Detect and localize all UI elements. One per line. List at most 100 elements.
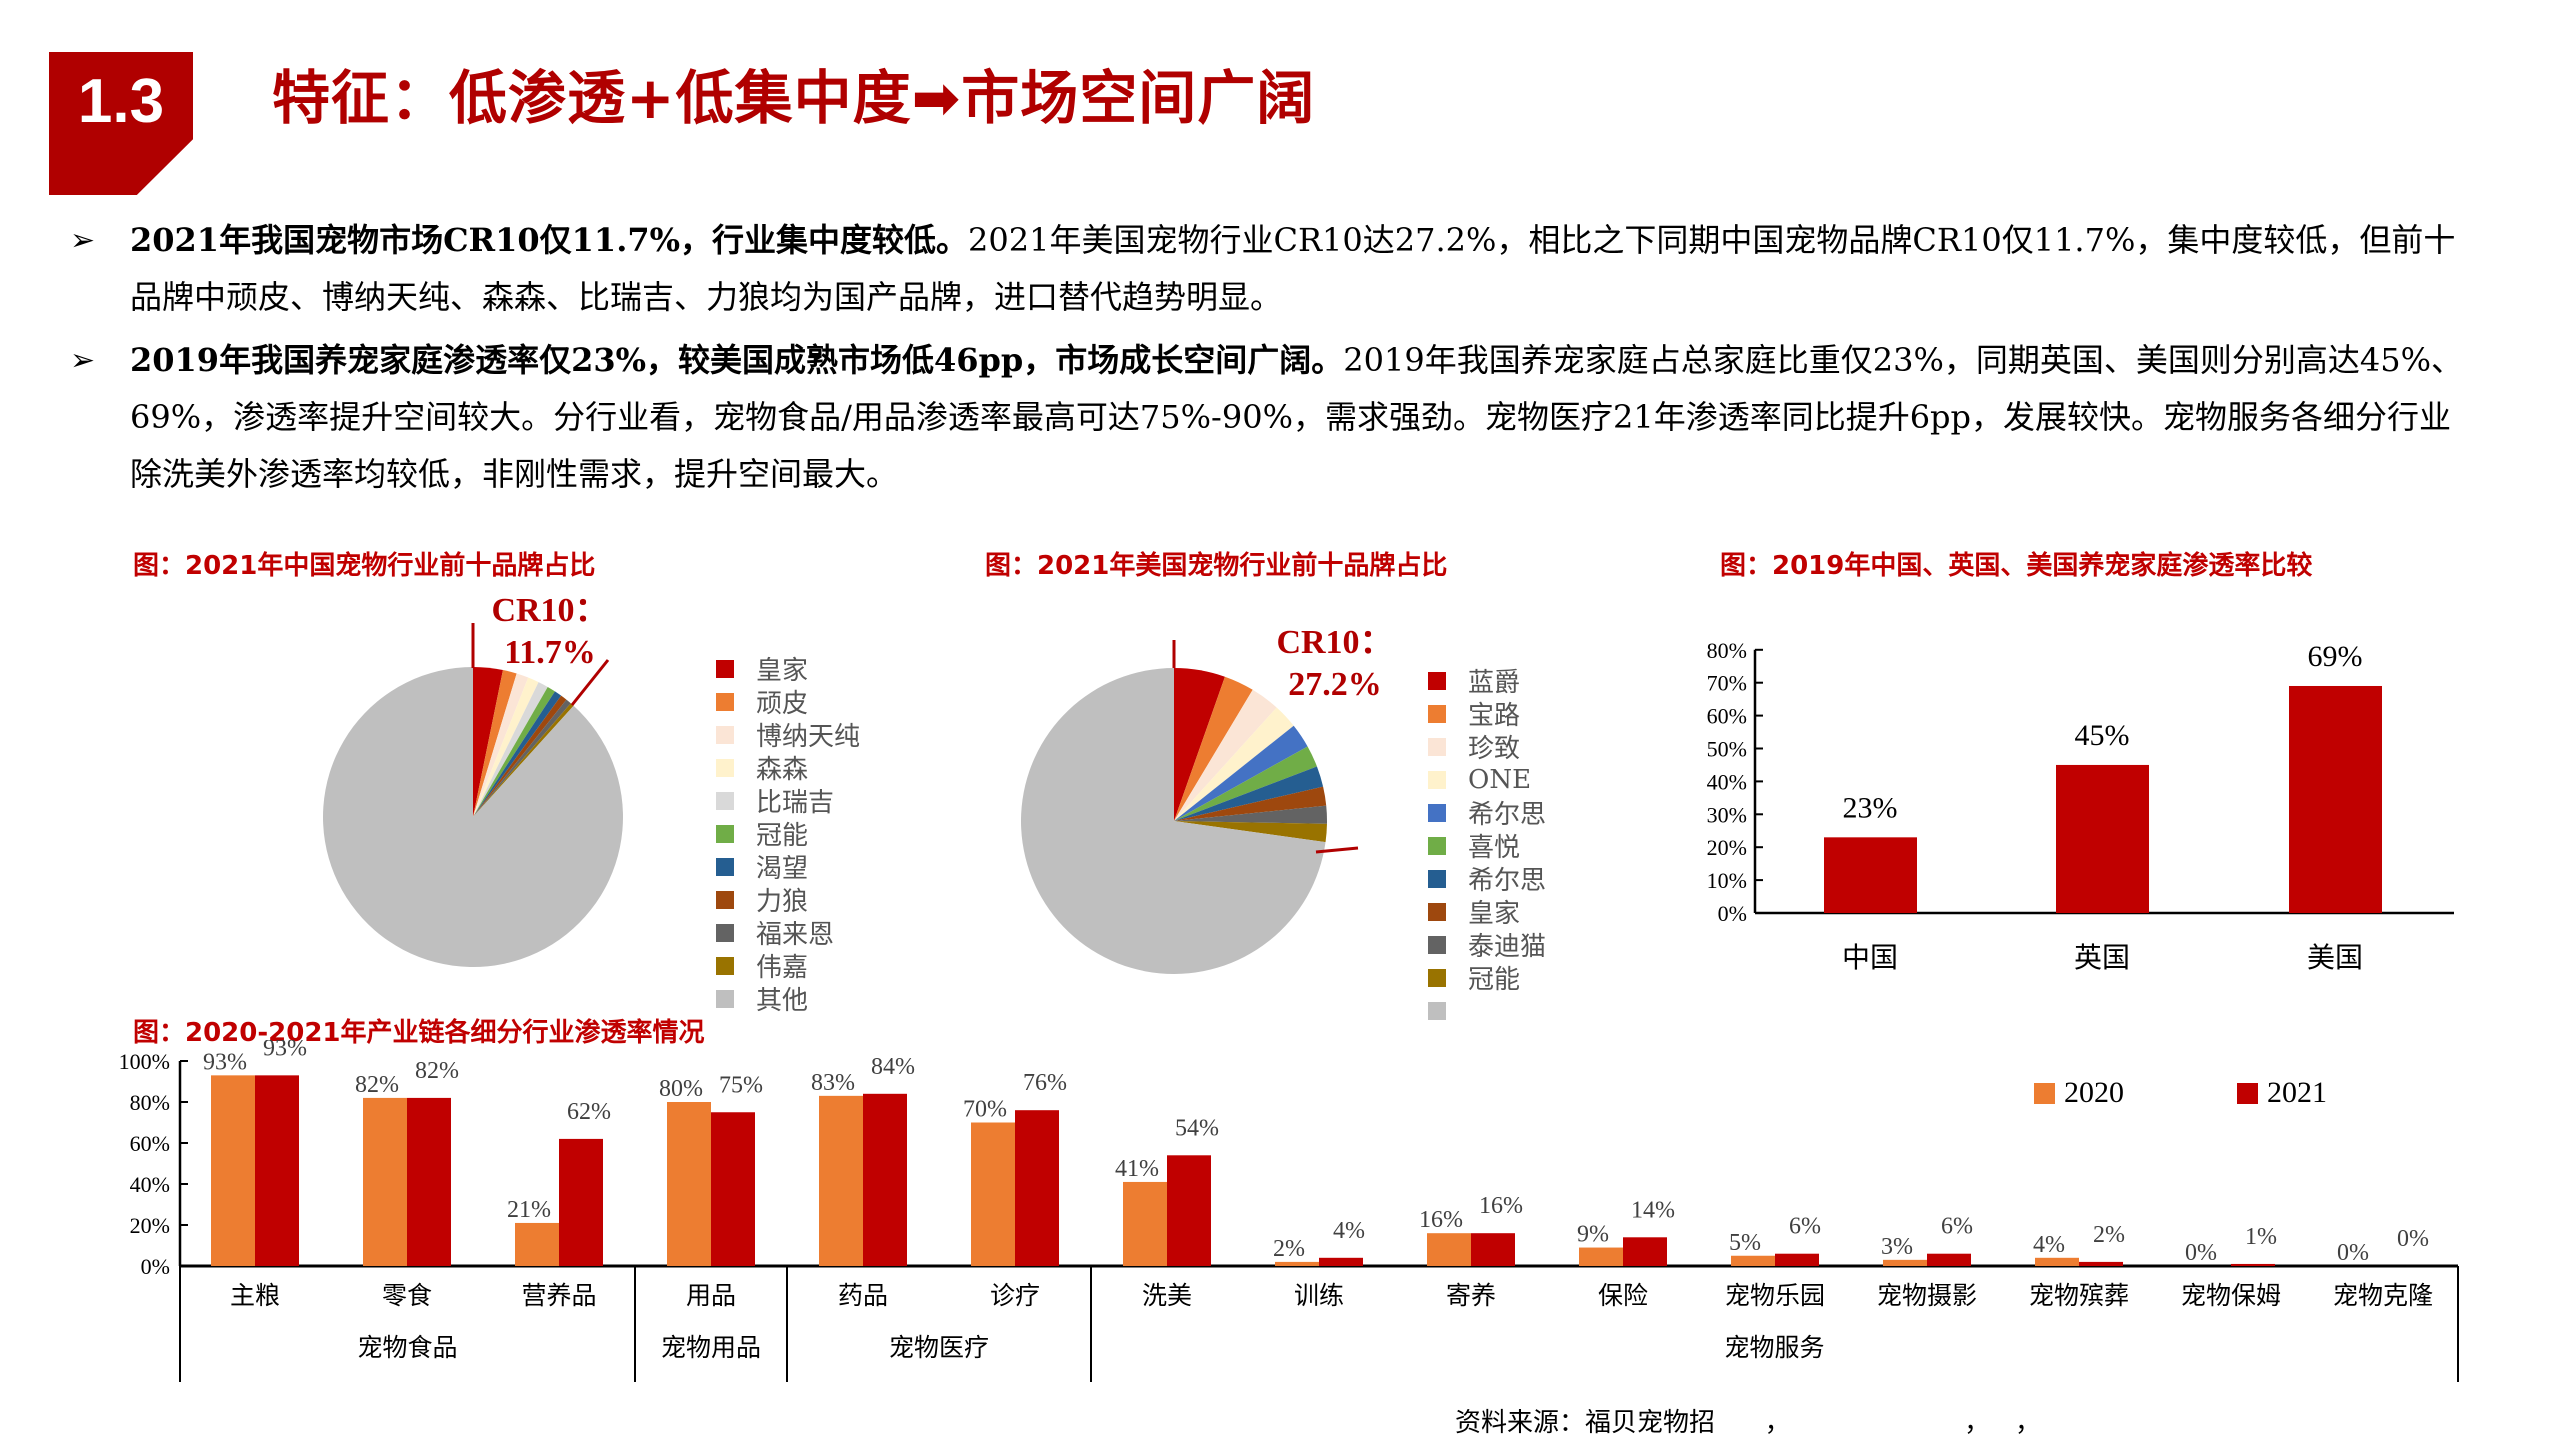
pie-slice bbox=[473, 667, 503, 817]
bar-value-label: 16% bbox=[1479, 1193, 1523, 1219]
legend-item: 宝路 bbox=[1428, 697, 1546, 731]
bar bbox=[2289, 685, 2382, 913]
pie-slice bbox=[473, 677, 539, 817]
bar-value-label: 70% bbox=[963, 1097, 1007, 1123]
legend-item: 泰迪猫 bbox=[1428, 928, 1546, 962]
group-label: 宠物食品 bbox=[357, 1334, 457, 1362]
x-category-label: 寄养 bbox=[1446, 1282, 1496, 1310]
bar-value-label: 0% bbox=[2397, 1226, 2429, 1252]
y-tick-label: 0% bbox=[1718, 901, 1747, 926]
legend-swatch bbox=[716, 857, 734, 876]
bar-2020 bbox=[515, 1222, 559, 1266]
cr10-leader-line bbox=[570, 659, 610, 706]
pie-slice bbox=[1174, 821, 1327, 843]
bar-value-label: 82% bbox=[415, 1058, 459, 1084]
bar-2020 bbox=[1731, 1255, 1775, 1266]
us-pie-title: 图：2021年美国宠物行业前十品牌占比 bbox=[985, 551, 1448, 581]
y-tick-label: 80% bbox=[130, 1090, 170, 1115]
bar-value-label: 0% bbox=[2337, 1240, 2369, 1266]
legend-swatch bbox=[716, 659, 734, 678]
bar-2021 bbox=[1471, 1233, 1515, 1266]
bar-2021 bbox=[407, 1097, 451, 1266]
legend-item: ONE bbox=[1428, 763, 1546, 796]
pie-slice bbox=[473, 670, 517, 817]
y-tick-label: 0% bbox=[141, 1254, 170, 1279]
legend-label: 力狼 bbox=[756, 887, 809, 917]
bar-value-label: 1% bbox=[2245, 1224, 2277, 1250]
legend-label: 渴望 bbox=[756, 854, 809, 884]
bar-2020 bbox=[667, 1102, 711, 1266]
bar-value-label: 14% bbox=[1631, 1197, 1675, 1223]
legend-label: 森森 bbox=[756, 755, 809, 785]
legend-2020: 2020 bbox=[2034, 1076, 2124, 1110]
y-tick-label: 50% bbox=[1707, 737, 1747, 762]
legend-swatch bbox=[1428, 737, 1446, 756]
legend-item: 冠能 bbox=[1428, 961, 1546, 995]
bar-2020 bbox=[1123, 1181, 1167, 1266]
x-category-label: 中国 bbox=[1842, 942, 1898, 974]
pie-slice bbox=[1174, 707, 1294, 821]
arrow-bullet-icon: ➢ bbox=[70, 343, 96, 378]
pie-slice bbox=[473, 703, 574, 817]
bar-2020 bbox=[1579, 1247, 1623, 1266]
bar-value-label: 5% bbox=[1729, 1230, 1761, 1256]
bar-value-label: 82% bbox=[355, 1072, 399, 1098]
x-category-label: 宠物殡葬 bbox=[2029, 1282, 2129, 1310]
bar-2020 bbox=[971, 1122, 1015, 1266]
legend-item: 博纳天纯 bbox=[716, 718, 860, 752]
bar-value-label: 6% bbox=[1789, 1214, 1821, 1240]
bar-2021 bbox=[2231, 1263, 2275, 1266]
legend-swatch-2021 bbox=[2237, 1082, 2258, 1104]
legend-swatch bbox=[716, 824, 734, 843]
bar-value-label: 69% bbox=[2308, 640, 2363, 673]
x-category-label: 训练 bbox=[1294, 1282, 1344, 1310]
y-tick-label: 30% bbox=[1707, 802, 1747, 827]
bar-value-label: 75% bbox=[719, 1072, 763, 1098]
bar-value-label: 16% bbox=[1419, 1207, 1463, 1233]
legend-swatch bbox=[716, 923, 734, 942]
legend-swatch bbox=[1428, 770, 1446, 789]
legend-label: 顽皮 bbox=[756, 689, 809, 719]
cr10-label: CR10： bbox=[491, 592, 609, 629]
bar-2021 bbox=[559, 1138, 603, 1266]
source-note: 资料来源：福贝宠物招 ， ， ， bbox=[1455, 1408, 2041, 1438]
legend-swatch bbox=[1428, 902, 1446, 921]
pie-slice bbox=[473, 682, 548, 817]
bar-value-label: 93% bbox=[263, 1040, 307, 1061]
legend-item: 其他 bbox=[716, 982, 860, 1016]
legend-label: 福来恩 bbox=[756, 920, 835, 950]
china-pie-legend: 皇家 顽皮 博纳天纯 森森 比瑞吉 冠能 渴望 力狼 福来恩 伟嘉 其他 bbox=[716, 652, 860, 1016]
pie-slice bbox=[473, 686, 555, 817]
legend-item: 伟嘉 bbox=[716, 949, 860, 983]
legend-label: 希尔思 bbox=[1468, 866, 1547, 896]
bar-2021 bbox=[1319, 1257, 1363, 1266]
x-category-label: 英国 bbox=[2074, 942, 2130, 974]
legend-item: 希尔思 bbox=[1428, 862, 1547, 896]
bar-value-label: 93% bbox=[203, 1049, 247, 1075]
legend-item: 福来恩 bbox=[716, 916, 860, 950]
bar-value-label: 83% bbox=[811, 1070, 855, 1096]
bar-value-label: 21% bbox=[507, 1197, 551, 1223]
legend-item: 皇家 bbox=[1428, 895, 1546, 929]
bar-value-label: 76% bbox=[1023, 1070, 1067, 1096]
bar-value-label: 2% bbox=[1273, 1236, 1305, 1262]
legend-swatch bbox=[716, 791, 734, 810]
bar-2020 bbox=[363, 1097, 407, 1266]
bar bbox=[1824, 837, 1917, 913]
x-category-label: 宠物乐园 bbox=[1725, 1282, 1825, 1310]
bar-value-label: 4% bbox=[2033, 1232, 2065, 1258]
pie-slice bbox=[1174, 676, 1253, 821]
us-cr10-annotation: CR10： 27.2% bbox=[1270, 622, 1400, 706]
bar-2021 bbox=[711, 1112, 755, 1266]
legend-item: 力狼 bbox=[716, 883, 860, 917]
group-label: 宠物服务 bbox=[1724, 1334, 1824, 1362]
bar-2021 bbox=[1623, 1237, 1667, 1266]
legend-swatch bbox=[716, 758, 734, 777]
page-title: 特征：低渗透+低集中度➡市场空间广阔 bbox=[272, 64, 1316, 132]
country-bar-title: 图：2019年中国、英国、美国养宠家庭渗透率比较 bbox=[1720, 551, 2313, 581]
legend-label: 2020 bbox=[2064, 1076, 2124, 1109]
legend-swatch bbox=[1428, 869, 1446, 888]
bar-2021 bbox=[2079, 1261, 2123, 1266]
legend-swatch bbox=[1428, 968, 1446, 987]
legend-swatch bbox=[1428, 671, 1446, 690]
